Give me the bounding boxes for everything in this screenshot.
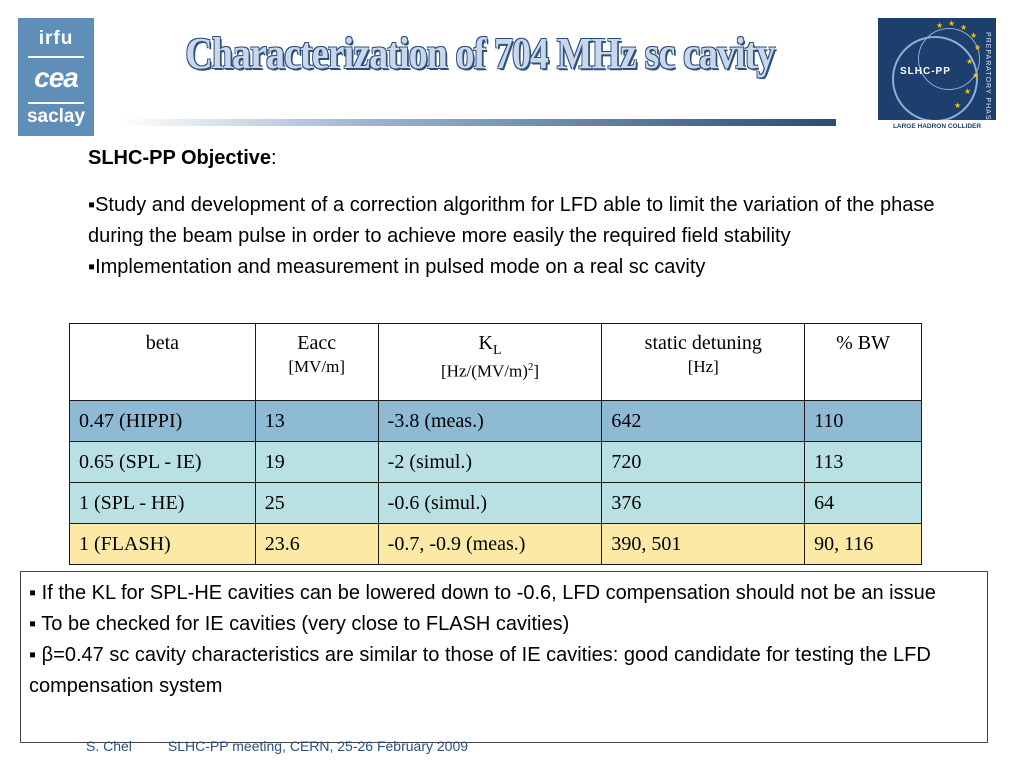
cell-detuning: 390, 501: [601, 523, 806, 565]
footer: S. Chel SLHC-PP meeting, CERN, 25-26 Febr…: [86, 738, 504, 754]
objective-heading-text: SLHC-PP Objective: [88, 147, 272, 169]
logo-text-irfu: irfu: [38, 28, 74, 49]
note-item: ▪ To be checked for IE cavities (very cl…: [29, 613, 570, 635]
table-header-row: beta Eacc [MV/m] KL [Hz/(MV/m)2] static de…: [69, 323, 922, 401]
notes-box: ▪ If the KL for SPL-HE cavities can be l…: [20, 571, 988, 743]
cell-beta: 1 (SPL - HE): [69, 482, 256, 524]
slhc-pp-logo: ★ ★ ★ ★ ★ ★ ★ ★ ★ SLHC-PP PREPARATORY PH…: [878, 18, 996, 134]
cell-eacc: 23.6: [254, 523, 379, 565]
header-kl-unit: [Hz/(MV/m)2]: [383, 361, 598, 382]
cell-kl: -0.6 (simul.): [377, 482, 603, 524]
cell-eacc: 13: [254, 400, 379, 442]
cell-eacc: 19: [254, 441, 379, 483]
objective-colon: :: [271, 147, 277, 169]
header-kl-unit-sup: 2: [527, 361, 534, 373]
cell-bw: 64: [804, 482, 922, 524]
header-kl-label: K: [478, 332, 493, 354]
objective-bullet: ▪Study and development of a correction a…: [88, 194, 935, 247]
header-beta: beta: [69, 323, 256, 401]
cell-beta: 0.47 (HIPPI): [69, 400, 256, 442]
cell-beta: 1 (FLASH): [69, 523, 256, 565]
table-row: 0.65 (SPL - IE) 19 -2 (simul.) 720 113: [69, 441, 922, 483]
header-kl-unit-text: [Hz/(MV/m): [441, 361, 528, 381]
cell-kl: -0.7, -0.9 (meas.): [377, 523, 603, 565]
header-kl-subscript: L: [492, 343, 502, 358]
header-bw: % BW: [804, 323, 922, 401]
header-eacc-label: Eacc: [297, 332, 337, 354]
logo-vertical-text: PREPARATORY PHASE 2008-2011: [984, 32, 991, 134]
logo-divider: [28, 56, 84, 58]
footer-event: SLHC-PP meeting, CERN, 25-26 February 20…: [167, 738, 469, 754]
cell-beta: 0.65 (SPL - IE): [69, 441, 256, 483]
objective-bullets: ▪Study and development of a correction a…: [88, 190, 948, 283]
logo-divider: [28, 102, 84, 104]
header-kl: KL [Hz/(MV/m)2]: [377, 323, 603, 401]
logo-text-cea: cea: [34, 62, 79, 93]
header-bw-label: % BW: [836, 332, 891, 354]
logo-caption: LARGE HADRON COLLIDER UPGRADE: [878, 120, 996, 134]
header-beta-label: beta: [145, 332, 180, 354]
table-row: 1 (SPL - HE) 25 -0.6 (simul.) 376 64: [69, 482, 922, 524]
cavity-table: beta Eacc [MV/m] KL [Hz/(MV/m)2] static de…: [69, 323, 922, 565]
header-eacc-unit: [MV/m]: [288, 357, 346, 376]
logo-text-saclay: saclay: [26, 106, 86, 127]
note-item: ▪ β=0.47 sc cavity characteristics are s…: [29, 644, 931, 697]
cell-bw: 90, 116: [804, 523, 922, 565]
table-row: 0.47 (HIPPI) 13 -3.8 (meas.) 642 110: [69, 400, 922, 442]
header-detuning-unit: [Hz]: [687, 357, 719, 376]
header-static-detuning: static detuning [Hz]: [601, 323, 806, 401]
header-kl-unit-end: ]: [533, 361, 540, 381]
objective-heading: SLHC-PP Objective:: [88, 147, 277, 170]
note-item: ▪ If the KL for SPL-HE cavities can be l…: [29, 582, 936, 604]
cell-bw: 113: [804, 441, 922, 483]
cell-bw: 110: [804, 400, 922, 442]
title-underline: [120, 119, 836, 126]
logo-text-slhc: SLHC-PP: [900, 66, 951, 77]
table-row: 1 (FLASH) 23.6 -0.7, -0.9 (meas.) 390, 5…: [69, 523, 922, 565]
objective-bullet: ▪Implementation and measurement in pulse…: [88, 256, 706, 278]
footer-author: S. Chel: [86, 738, 132, 754]
cell-detuning: 720: [601, 441, 806, 483]
cell-detuning: 642: [601, 400, 806, 442]
irfu-cea-saclay-logo: irfu cea saclay: [18, 18, 94, 136]
cell-detuning: 376: [601, 482, 806, 524]
header-detuning-label: static detuning: [644, 332, 762, 354]
cell-kl: -2 (simul.): [377, 441, 603, 483]
slide-title: Characterization of 704 MHz sc cavity: [185, 29, 775, 78]
cell-eacc: 25: [254, 482, 379, 524]
cell-kl: -3.8 (meas.): [377, 400, 603, 442]
logo-ring: [918, 28, 980, 90]
header-eacc: Eacc [MV/m]: [254, 323, 379, 401]
